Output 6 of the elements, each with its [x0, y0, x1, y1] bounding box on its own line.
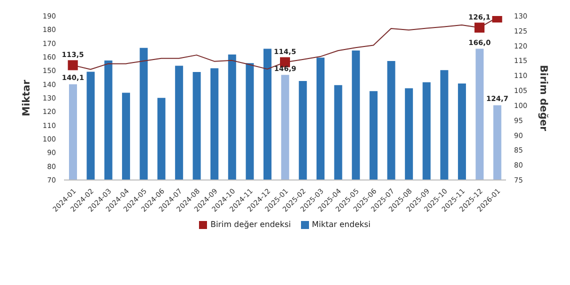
legend-label: Birim değer endeksi: [210, 220, 291, 229]
y-axis-title: Miktar: [22, 80, 33, 116]
y2-axis-title: Birim değer: [537, 64, 548, 132]
point: [68, 60, 78, 70]
point: [474, 22, 484, 33]
legend-label: Miktar endeksi: [312, 220, 371, 229]
